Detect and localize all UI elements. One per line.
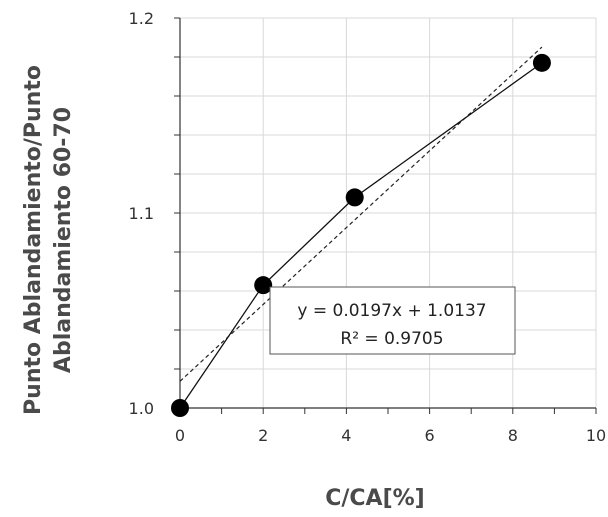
data-point-1	[254, 276, 273, 295]
data-point-3	[532, 53, 551, 72]
x-tick-label-1: 2	[258, 426, 268, 445]
grid	[180, 17, 597, 408]
x-tick-label-4: 8	[508, 426, 518, 445]
data-series	[179, 62, 543, 409]
y-tick-label-2: 1.2	[129, 9, 154, 28]
x-tick-label-5: 10	[586, 426, 606, 445]
x-tick-label-0: 0	[175, 426, 185, 445]
x-axis-title: C/CA[%]	[325, 486, 425, 511]
data-point-0	[171, 399, 189, 417]
trendline-equation: y = 0.0197x + 1.0137	[297, 301, 486, 321]
y-tick-label-1: 1.1	[129, 204, 154, 223]
x-tick-label-2: 4	[341, 426, 351, 445]
series-line	[179, 62, 543, 409]
trendline-equation-box: y = 0.0197x + 1.0137 R² = 0.9705	[269, 286, 516, 355]
trendline	[179, 46, 543, 382]
ticks: 0 2 4 6 8 10 1.0 1.1 1.2	[129, 9, 607, 445]
data-points	[171, 53, 551, 417]
y-tick-label-0: 1.0	[129, 399, 154, 418]
trendline-r-squared: R² = 0.9705	[340, 329, 443, 349]
x-tick-label-3: 6	[425, 426, 435, 445]
y-axis-title-line-2: Ablandamiento 60-70	[51, 107, 76, 373]
y-axis-title-line-1: Punto Ablandamiento/Punto	[21, 65, 46, 415]
trendline-line	[179, 46, 543, 382]
data-point-2	[345, 188, 364, 207]
